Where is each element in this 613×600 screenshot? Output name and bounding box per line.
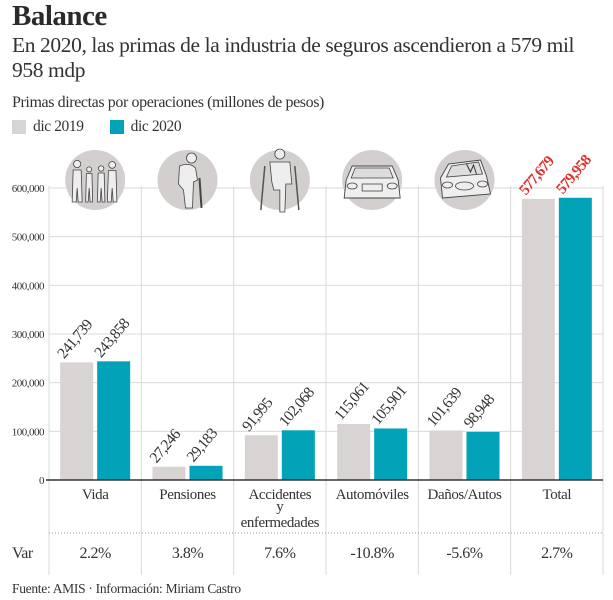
y-tick-label: 0 xyxy=(39,475,45,487)
variation-value: -10.8% xyxy=(350,545,394,562)
y-tick-label: 500,000 xyxy=(12,232,45,244)
category-label: enfermedades xyxy=(241,515,320,531)
category-label: Total xyxy=(543,487,572,503)
bar-value-label: 98,948 xyxy=(461,391,499,432)
figure-head xyxy=(186,152,197,164)
figure-body xyxy=(71,169,83,203)
category-label: Accidentes xyxy=(249,487,312,503)
bar-2020 xyxy=(466,431,500,480)
bar-value-label: 579,958 xyxy=(553,151,595,197)
figure-head xyxy=(98,165,105,172)
variation-row: 2.2% 3.8% 7.6% -10.8% -5.6% 2.7% Var xyxy=(12,545,573,562)
bar-value-label: 577,679 xyxy=(516,152,558,198)
legend-swatch-2020 xyxy=(109,120,124,134)
bar-2019 xyxy=(60,362,94,480)
legend-item-2020: dic 2020 xyxy=(109,118,182,136)
variation-value: 3.8% xyxy=(172,545,204,562)
bar-value-label: 105,901 xyxy=(368,383,410,428)
glass-crack xyxy=(466,163,477,175)
bar-2020 xyxy=(97,361,131,480)
variation-value: 7.6% xyxy=(264,545,296,562)
legend-swatch-2019 xyxy=(12,120,26,134)
category-label: y xyxy=(276,499,284,515)
bar-2019 xyxy=(244,435,278,480)
car-front-icon xyxy=(342,150,403,210)
crutch-right xyxy=(294,165,300,211)
figure-body xyxy=(178,164,198,209)
car-headlight xyxy=(386,182,398,190)
bar-2019 xyxy=(521,198,555,480)
y-tick-label: 600,000 xyxy=(12,183,45,195)
bar-2020 xyxy=(374,428,408,480)
figure-body xyxy=(107,170,118,203)
y-tick-label: 400,000 xyxy=(12,280,45,292)
car-headlight xyxy=(477,180,488,188)
y-tick-label: 100,000 xyxy=(12,426,45,438)
bar-value-label: 91,995 xyxy=(239,394,277,435)
car-grille xyxy=(455,181,474,191)
bar-value-label: 243,858 xyxy=(91,315,133,361)
bar-2019 xyxy=(429,430,463,480)
cane xyxy=(198,177,203,209)
bars xyxy=(60,197,592,480)
elderly-person-icon xyxy=(157,150,218,210)
figure-head xyxy=(108,161,116,169)
variation-label: Var xyxy=(12,545,34,562)
bar-value-label: 115,061 xyxy=(331,379,372,424)
variation-value: 2.7% xyxy=(541,545,573,562)
source-footer: Fuente: AMIS · Información: Miriam Castr… xyxy=(12,581,241,596)
bar-value-label: 241,739 xyxy=(54,316,96,362)
bar-value-label: 29,183 xyxy=(184,425,222,466)
figure-head xyxy=(274,148,286,160)
figure-body xyxy=(85,173,94,203)
legend-label-2020: dic 2020 xyxy=(130,118,182,135)
chart-title: Balance xyxy=(12,0,107,32)
variation-value: 2.2% xyxy=(80,545,112,562)
axis: 0 100,000 200,000 300,000 400,000 500,000 600,… xyxy=(12,183,603,534)
legend-label-2019: dic 2019 xyxy=(33,118,84,135)
bar-2020 xyxy=(281,430,315,480)
bar-2020 xyxy=(558,197,592,480)
category-label: Vida xyxy=(82,487,109,503)
category-label: Daños/Autos xyxy=(428,487,502,503)
crashed-car-icon xyxy=(434,150,495,210)
variation-value: -5.6% xyxy=(446,545,482,562)
chart-subtitle: En 2020, las primas de la industria de s… xyxy=(12,33,575,82)
legend: dic 2019 dic 2020 xyxy=(12,118,182,136)
chart-caption: Primas directas por operaciones (millone… xyxy=(12,94,324,111)
person-on-crutches-icon xyxy=(249,148,310,213)
figure-head xyxy=(86,166,93,173)
crutch-left xyxy=(260,165,266,211)
legend-item-2019: dic 2019 xyxy=(12,118,84,136)
family-icon xyxy=(65,150,126,210)
figure-body xyxy=(97,172,106,203)
bar-2020 xyxy=(189,465,223,480)
bar-value-label: 101,639 xyxy=(424,384,466,430)
category-label: Automóviles xyxy=(336,487,410,503)
car-windshield xyxy=(350,167,394,179)
bar-2019 xyxy=(152,466,186,480)
gridlines xyxy=(48,186,604,575)
y-tick-label: 200,000 xyxy=(12,378,45,390)
category-label: Pensiones xyxy=(159,487,216,503)
car-headlight xyxy=(442,181,453,189)
category-icons xyxy=(65,148,495,213)
car-headlight xyxy=(346,182,358,190)
y-tick-label: 300,000 xyxy=(12,329,45,341)
figure-body xyxy=(269,161,293,213)
figure-head xyxy=(73,159,82,168)
bar-2019 xyxy=(337,424,371,480)
car-grille xyxy=(361,183,383,192)
bar-value-label: 102,068 xyxy=(276,384,318,430)
